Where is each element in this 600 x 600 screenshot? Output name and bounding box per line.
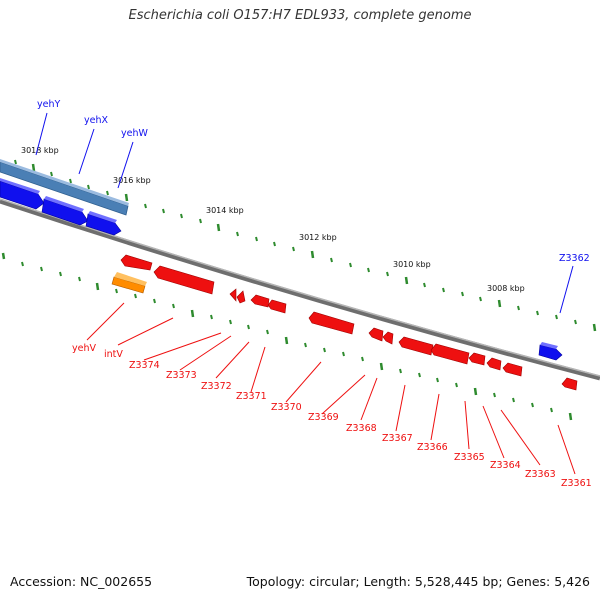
gene-Z3374: [153, 265, 215, 295]
gene-label: Z3373: [166, 370, 197, 381]
gene-Z3367: [382, 331, 394, 345]
reverse-leader-lines: [86, 302, 576, 475]
gene-yehX-top: [44, 196, 84, 212]
gene-Z3368: [368, 327, 384, 342]
gene-label: Z3361: [561, 478, 592, 489]
forward-genes: [0, 159, 563, 361]
accession-text: Accession: NC_002655: [10, 574, 153, 589]
gene-label: Z3363: [525, 469, 556, 480]
genome-backbone: [0, 198, 600, 381]
gene-intV: [120, 254, 153, 271]
gene-label: Z3364: [490, 460, 521, 471]
genome-backbone-highlight: [0, 198, 600, 377]
kbp-label: 3016 kbp: [113, 176, 151, 185]
forward-gene-labels: yehY yehX yehW Z3362: [37, 99, 590, 264]
gene-highlight-forward-top: [0, 159, 129, 206]
gene-Z3365: [430, 343, 470, 365]
gene-label: yehW: [121, 128, 148, 139]
reverse-gene-labels: yehV intV Z3374 Z3373 Z3372 Z3371 Z3370 …: [72, 343, 592, 489]
gene-label: Z3368: [346, 423, 377, 434]
inner-tick-row: [1, 252, 573, 421]
gene-Z3362: [538, 344, 563, 361]
gene-label: yehY: [37, 99, 60, 110]
kbp-label: 3012 kbp: [299, 233, 337, 242]
gene-label: Z3369: [308, 412, 339, 423]
gene-Z3373: [229, 288, 237, 302]
gene-label: Z3366: [417, 442, 448, 453]
kbp-labels: 3018 kbp 3016 kbp 3014 kbp 3012 kbp 3010…: [21, 146, 525, 293]
gene-yehW-top: [88, 211, 117, 223]
map-title: Escherichia coli O157:H7 EDL933, complet…: [128, 8, 472, 23]
gene-label: yehX: [84, 115, 108, 126]
gene-label: yehV: [72, 343, 96, 354]
gene-label: Z3371: [236, 391, 267, 402]
gene-label: intV: [104, 349, 123, 360]
gene-yehV-top: [114, 272, 147, 286]
gene-Z3369: [308, 311, 355, 335]
genome-summary-text: Topology: circular; Length: 5,528,445 bp…: [246, 574, 590, 589]
kbp-label: 3008 kbp: [487, 284, 525, 293]
gene-label: Z3365: [454, 452, 485, 463]
outer-tick-row: [14, 159, 597, 332]
gene-label: Z3367: [382, 433, 413, 444]
gene-label: Z3372: [201, 381, 232, 392]
gene-Z3362-top: [540, 342, 558, 349]
gene-label: Z3362: [559, 253, 590, 264]
gene-yehY-top: [0, 178, 40, 194]
gene-Z3366: [398, 336, 434, 356]
kbp-label: 3010 kbp: [393, 260, 431, 269]
gene-Z3372: [236, 290, 246, 304]
gene-label: Z3374: [129, 360, 160, 371]
gene-Z3361: [561, 377, 578, 391]
kbp-label: 3018 kbp: [21, 146, 59, 155]
gene-label: Z3370: [271, 402, 302, 413]
gene-Z3370: [267, 299, 287, 314]
gene-Z3363b: [502, 362, 523, 377]
gene-Z3371: [250, 294, 270, 308]
reverse-genes: [111, 254, 578, 391]
gene-Z3363: [486, 357, 502, 371]
forward-leader-lines: [35, 112, 574, 314]
gene-Z3364: [468, 352, 486, 366]
kbp-label: 3014 kbp: [206, 206, 244, 215]
